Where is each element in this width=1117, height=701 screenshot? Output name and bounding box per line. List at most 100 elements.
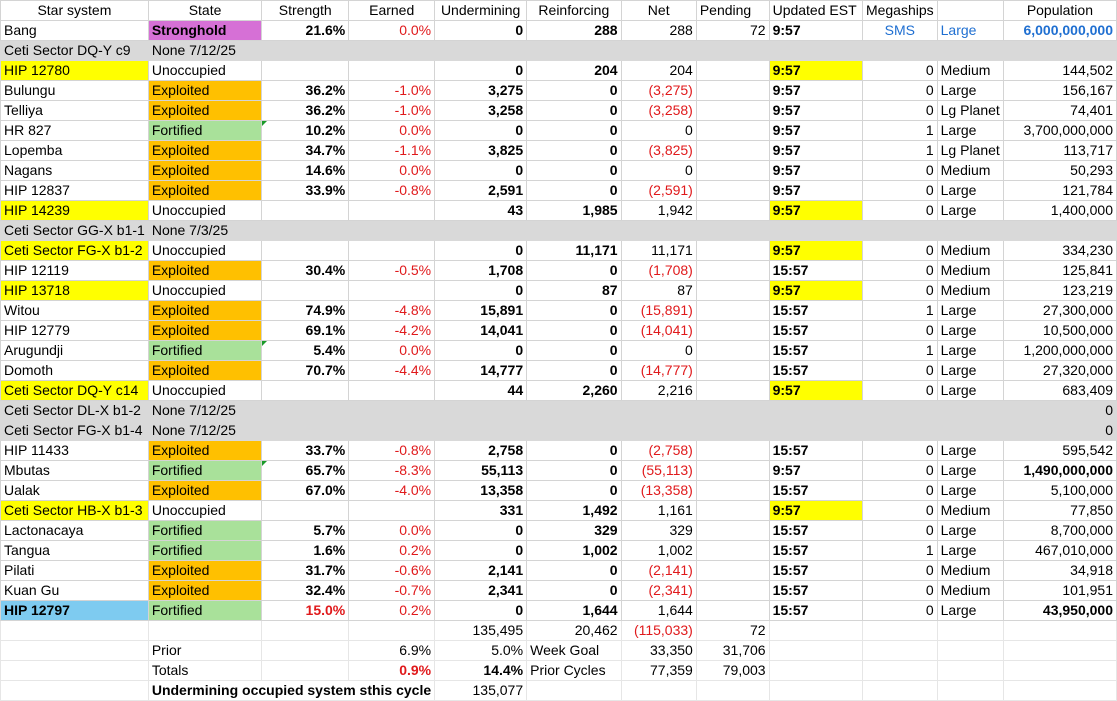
cell-pending[interactable]	[695, 540, 770, 561]
cell-pending[interactable]	[695, 560, 770, 581]
cell-size[interactable]: Large	[936, 300, 1004, 321]
cell-strength[interactable]: 65.7%	[261, 460, 350, 481]
cell-population[interactable]: 77,850	[1002, 500, 1117, 521]
cell-net[interactable]: (13,358)	[620, 480, 697, 501]
cell-updated[interactable]: 15:57	[768, 580, 863, 601]
cell-reinforcing[interactable]: 0	[526, 140, 622, 161]
cell-megaships[interactable]: 0	[861, 480, 938, 501]
cell-population[interactable]: 0	[1002, 400, 1117, 421]
cell-updated[interactable]: 9:57	[768, 80, 863, 101]
cell-size[interactable]: Large	[936, 480, 1004, 501]
cell-strength[interactable]: 34.7%	[261, 140, 350, 161]
cell-star-system[interactable]: HIP 12797	[0, 600, 149, 621]
cell-updated[interactable]: 9:57	[768, 20, 863, 41]
cell-star-system[interactable]: Telliya	[0, 100, 149, 121]
cell-size[interactable]: Large	[936, 600, 1004, 621]
cell-totals-earned[interactable]: 0.9%	[348, 660, 436, 681]
cell-size[interactable]: Medium	[936, 260, 1004, 281]
cell-state[interactable]: Unoccupied	[147, 200, 263, 221]
cell-state[interactable]: Unoccupied	[147, 60, 263, 81]
cell-star-system[interactable]: Lopemba	[0, 140, 149, 161]
cell-net[interactable]: 0	[620, 120, 697, 141]
cell-reinforcing[interactable]: 329	[526, 520, 622, 541]
cell-population[interactable]	[1002, 220, 1117, 241]
cell-net[interactable]: (14,041)	[620, 320, 697, 341]
cell-updated[interactable]: 15:57	[768, 560, 863, 581]
cell-updated[interactable]: 9:57	[768, 500, 863, 521]
cell-pending[interactable]	[695, 180, 770, 201]
cell-net[interactable]: 2,216	[620, 380, 697, 401]
cell-state[interactable]: Exploited	[147, 300, 263, 321]
cell-undermining[interactable]: 44	[434, 380, 528, 401]
cell-state[interactable]: Unoccupied	[147, 500, 263, 521]
cell-earned[interactable]: -4.8%	[348, 300, 436, 321]
cell-reinforcing[interactable]: 11,171	[526, 240, 622, 261]
cell-size[interactable]: Large	[936, 20, 1004, 41]
cell-star-system[interactable]: HIP 12119	[0, 260, 149, 281]
cell-star-system[interactable]: Bulungu	[0, 80, 149, 101]
cell-star-system[interactable]: Ceti Sector DQ-Y c14	[0, 380, 149, 401]
cell-state[interactable]: Fortified	[147, 520, 263, 541]
cell-pending[interactable]	[695, 280, 770, 301]
cell-undermining[interactable]: 0	[434, 280, 528, 301]
cell-pending[interactable]	[695, 500, 770, 521]
col-header-megaships[interactable]: Megaships	[861, 0, 938, 21]
cell-net[interactable]: (14,777)	[620, 360, 697, 381]
cell-undermining[interactable]: 14,777	[434, 360, 528, 381]
cell-updated[interactable]: 9:57	[768, 60, 863, 81]
cell-strength[interactable]: 14.6%	[261, 160, 350, 181]
cell-reinforcing[interactable]: 0	[526, 260, 622, 281]
cell-updated[interactable]: 9:57	[768, 380, 863, 401]
cell-empty[interactable]	[0, 640, 149, 661]
cell-total-undermining[interactable]: 135,495	[434, 620, 528, 641]
cell-state[interactable]: Fortified	[147, 120, 263, 141]
cell-star-system[interactable]: Arugundji	[0, 340, 149, 361]
cell-updated[interactable]: 9:57	[768, 240, 863, 261]
cell-pending[interactable]	[695, 320, 770, 341]
cell-size[interactable]: Medium	[936, 160, 1004, 181]
cell-empty[interactable]	[936, 660, 1004, 681]
cell-pending[interactable]	[695, 160, 770, 181]
cell-population[interactable]: 0	[1002, 420, 1117, 441]
cell-strength[interactable]: 69.1%	[261, 320, 350, 341]
cell-net[interactable]: 1,644	[620, 600, 697, 621]
cell-earned[interactable]	[348, 500, 436, 521]
cell-star-system[interactable]: HIP 12779	[0, 320, 149, 341]
cell-population[interactable]: 1,200,000,000	[1002, 340, 1117, 361]
cell-star-system[interactable]: Ceti Sector GG-X b1-1	[0, 220, 149, 241]
cell-size[interactable]: Large	[936, 540, 1004, 561]
cell-pending[interactable]	[695, 580, 770, 601]
cell-population[interactable]: 125,841	[1002, 260, 1117, 281]
cell-note[interactable]: None 7/12/25	[147, 40, 1004, 61]
col-header-earned[interactable]: Earned	[348, 0, 436, 21]
cell-reinforcing[interactable]: 87	[526, 280, 622, 301]
cell-strength[interactable]: 15.0%	[261, 600, 350, 621]
cell-state[interactable]: Exploited	[147, 580, 263, 601]
cell-earned[interactable]: 0.0%	[348, 520, 436, 541]
cell-strength[interactable]: 33.7%	[261, 440, 350, 461]
cell-reinforcing[interactable]: 2,260	[526, 380, 622, 401]
cell-updated[interactable]: 15:57	[768, 540, 863, 561]
cell-population[interactable]: 43,950,000	[1002, 600, 1117, 621]
cell-updated[interactable]: 15:57	[768, 360, 863, 381]
cell-star-system[interactable]: Pilati	[0, 560, 149, 581]
cell-population[interactable]: 10,500,000	[1002, 320, 1117, 341]
cell-prior-net[interactable]: 33,350	[620, 640, 697, 661]
cell-state[interactable]: Exploited	[147, 260, 263, 281]
cell-empty[interactable]	[768, 680, 863, 701]
cell-undermining[interactable]: 0	[434, 60, 528, 81]
cell-empty[interactable]	[936, 640, 1004, 661]
cell-prior-label[interactable]: Prior	[147, 640, 263, 661]
cell-reinforcing[interactable]: 0	[526, 320, 622, 341]
cell-strength[interactable]: 30.4%	[261, 260, 350, 281]
cell-empty[interactable]	[620, 680, 697, 701]
cell-strength[interactable]	[261, 380, 350, 401]
cell-population[interactable]: 101,951	[1002, 580, 1117, 601]
cell-star-system[interactable]: HR 827	[0, 120, 149, 141]
cell-earned[interactable]	[348, 280, 436, 301]
cell-reinforcing[interactable]: 0	[526, 480, 622, 501]
col-header-pending[interactable]: Pending	[695, 0, 770, 21]
cell-updated[interactable]: 9:57	[768, 140, 863, 161]
cell-empty[interactable]	[526, 680, 622, 701]
cell-strength[interactable]	[261, 240, 350, 261]
